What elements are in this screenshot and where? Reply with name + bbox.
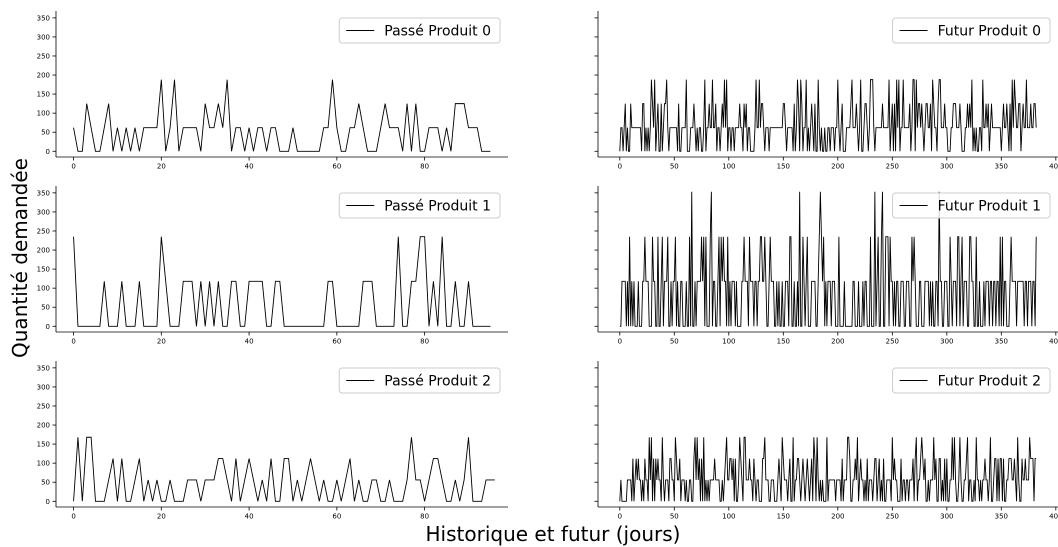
y-tick-label: 50 (41, 304, 50, 312)
subplot-0: 0 50 100 150 200 250 300 350 0 20 40 60 80 Passé Prod… (37, 11, 508, 171)
x-tick-label: 150 (777, 338, 790, 346)
legend-label: Passé Produit 2 (384, 374, 491, 390)
x-tick-label: 350 (995, 338, 1008, 346)
legend-label: Passé Produit 1 (384, 199, 491, 215)
x-tick-label: 0 (71, 163, 75, 171)
x-tick-label: 0 (71, 513, 75, 521)
series-line (73, 236, 491, 327)
x-tick-label: 100 (722, 163, 735, 171)
x-tick-label: 20 (157, 513, 166, 521)
series-line (619, 191, 1037, 327)
y-tick-label: 250 (37, 52, 50, 60)
y-tick-label: 250 (37, 402, 50, 410)
y-tick-label: 300 (37, 33, 50, 41)
x-tick-label: 80 (420, 338, 429, 346)
legend-frame (338, 192, 501, 219)
x-tick-label: 40 (245, 338, 254, 346)
x-tick-label: 400 (1049, 338, 1058, 346)
y-tick-label: 350 (37, 364, 50, 372)
legend-label: Futur Produit 1 (938, 199, 1041, 215)
x-tick-label: 200 (831, 338, 844, 346)
x-tick-label: 50 (670, 163, 679, 171)
x-tick-label: 250 (886, 163, 899, 171)
legend-frame (338, 17, 501, 44)
y-tick-label: 150 (37, 441, 50, 449)
legend-label: Futur Produit 0 (938, 24, 1041, 40)
y-tick-label: 0 (46, 148, 50, 156)
y-tick-label: 50 (41, 479, 50, 487)
x-tick-label: 250 (886, 338, 899, 346)
y-tick-label: 350 (37, 189, 50, 197)
y-tick-label: 200 (37, 422, 50, 430)
x-tick-label: 60 (332, 163, 341, 171)
legend-frame (892, 192, 1051, 219)
subplot-5: 0 50 100 150 200 250 300 350 400 Futur Produit 2 (594, 361, 1058, 521)
legend-label: Futur Produit 2 (938, 374, 1041, 390)
y-tick-label: 100 (37, 460, 50, 468)
x-tick-label: 150 (777, 513, 790, 521)
y-axis-title: Quantité demandée (8, 158, 32, 358)
series-line (619, 79, 1037, 152)
legend-frame (892, 367, 1051, 394)
x-tick-label: 0 (71, 338, 75, 346)
x-tick-label: 20 (157, 163, 166, 171)
legend: Futur Produit 0 (892, 17, 1051, 44)
legend: Futur Produit 2 (892, 367, 1051, 394)
x-tick-label: 200 (831, 163, 844, 171)
x-tick-label: 400 (1049, 513, 1058, 521)
x-tick-label: 150 (777, 163, 790, 171)
x-tick-label: 40 (245, 163, 254, 171)
y-tick-label: 350 (37, 14, 50, 22)
subplot-1: 0 50 100 150 200 250 300 350 400 Futur Produit 0 (594, 11, 1058, 171)
x-tick-label: 20 (157, 338, 166, 346)
x-tick-label: 100 (722, 513, 735, 521)
x-tick-label: 0 (618, 513, 622, 521)
y-tick-label: 200 (37, 72, 50, 80)
y-tick-label: 250 (37, 227, 50, 235)
y-tick-label: 200 (37, 247, 50, 255)
legend: Passé Produit 1 (338, 192, 501, 219)
subplot-4: 0 50 100 150 200 250 300 350 0 20 40 60 80 Passé Prod… (37, 361, 508, 521)
y-tick-label: 150 (37, 91, 50, 99)
x-tick-label: 50 (670, 338, 679, 346)
legend-frame (338, 367, 501, 394)
y-tick-label: 300 (37, 208, 50, 216)
y-tick-label: 150 (37, 266, 50, 274)
x-tick-label: 100 (722, 338, 735, 346)
series-line (619, 436, 1037, 502)
x-tick-label: 80 (420, 513, 429, 521)
y-tick-label: 300 (37, 383, 50, 391)
x-tick-label: 200 (831, 513, 844, 521)
subplot-3: 0 50 100 150 200 250 300 350 400 Futur Produit 1 (594, 186, 1058, 346)
x-tick-label: 300 (940, 338, 953, 346)
x-tick-label: 50 (670, 513, 679, 521)
x-tick-label: 300 (940, 163, 953, 171)
y-tick-label: 100 (37, 285, 50, 293)
x-tick-label: 40 (245, 513, 254, 521)
legend: Passé Produit 2 (338, 367, 501, 394)
x-tick-label: 250 (886, 513, 899, 521)
x-tick-label: 80 (420, 163, 429, 171)
legend-frame (892, 17, 1051, 44)
series-line (73, 79, 491, 152)
x-tick-label: 350 (995, 513, 1008, 521)
y-tick-label: 0 (46, 498, 50, 506)
x-tick-label: 300 (940, 513, 953, 521)
subplot-2: 0 50 100 150 200 250 300 350 0 20 40 60 80 Passé Prod… (37, 186, 508, 346)
legend: Futur Produit 1 (892, 192, 1051, 219)
x-tick-label: 60 (332, 513, 341, 521)
legend: Passé Produit 0 (338, 17, 501, 44)
y-tick-label: 50 (41, 129, 50, 137)
y-tick-label: 100 (37, 110, 50, 118)
legend-label: Passé Produit 0 (384, 24, 491, 40)
x-tick-label: 350 (995, 163, 1008, 171)
x-tick-label: 400 (1049, 163, 1058, 171)
x-tick-label: 60 (332, 338, 341, 346)
x-tick-label: 0 (618, 338, 622, 346)
series-line (73, 436, 495, 502)
x-axis-title: Historique et futur (jours) (426, 522, 681, 546)
x-tick-label: 0 (618, 163, 622, 171)
y-tick-label: 0 (46, 323, 50, 331)
